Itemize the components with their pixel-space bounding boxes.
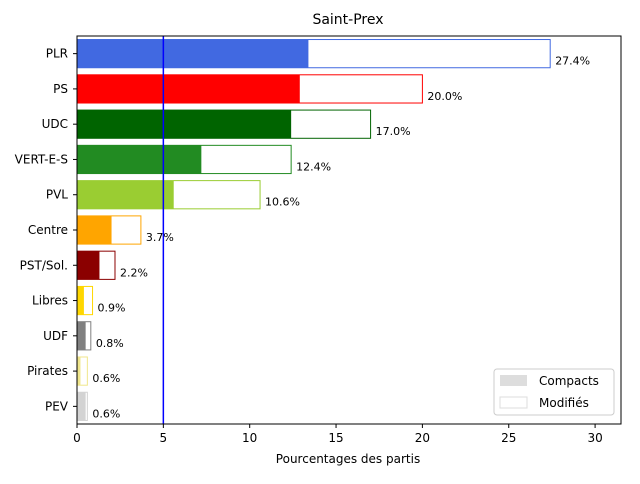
bar-compacts bbox=[77, 39, 309, 68]
bar-compacts bbox=[77, 180, 174, 209]
y-tick-label: PST/Sol. bbox=[20, 258, 68, 272]
bar-compacts bbox=[77, 215, 112, 245]
data-label: 27.4% bbox=[555, 55, 590, 68]
data-label: 0.9% bbox=[98, 302, 126, 315]
y-tick-label: Pirates bbox=[27, 364, 68, 378]
x-tick-label: 20 bbox=[415, 431, 430, 445]
bar-compacts bbox=[77, 356, 81, 386]
y-tick-label: UDC bbox=[42, 117, 68, 131]
plot-frame bbox=[76, 35, 622, 425]
data-label: 3.7% bbox=[146, 231, 174, 244]
bar-compacts bbox=[77, 145, 202, 174]
y-tick-label: UDF bbox=[43, 329, 68, 343]
bar-compacts bbox=[77, 286, 84, 315]
data-label: 17.0% bbox=[376, 125, 411, 138]
data-label: 10.6% bbox=[265, 196, 300, 209]
x-tick-label: 15 bbox=[328, 431, 343, 445]
data-label: 12.4% bbox=[296, 160, 331, 173]
data-label: 0.6% bbox=[92, 407, 120, 420]
y-tick-label: PLR bbox=[46, 47, 68, 61]
y-tick-label: PVL bbox=[46, 188, 68, 202]
bars-layer: 27.4% 20.0% 17.0% 12.4% 10.6% 3.7% 2.2% 0.9% 0.8… bbox=[76, 39, 590, 421]
bar-compacts bbox=[77, 251, 100, 280]
x-axis-label: Pourcentages des partis bbox=[276, 452, 420, 466]
legend-label-modifies: Modifiés bbox=[539, 396, 589, 410]
x-tick-label: 10 bbox=[242, 431, 257, 445]
legend-swatch-compacts bbox=[500, 375, 527, 386]
x-tick-label: 5 bbox=[160, 431, 168, 445]
data-label: 0.8% bbox=[96, 337, 124, 350]
legend: Compacts Modifiés bbox=[493, 368, 615, 416]
y-tick-label: PEV bbox=[45, 399, 69, 413]
y-tick-label: VERT-E-S bbox=[15, 152, 68, 166]
legend-swatch-modifies bbox=[499, 396, 528, 409]
chart-title: Saint-Prex bbox=[312, 12, 383, 28]
bar-compacts bbox=[77, 392, 86, 421]
y-tick-label: Libres bbox=[32, 294, 68, 308]
data-label: 2.2% bbox=[120, 266, 148, 279]
legend-label-compacts: Compacts bbox=[539, 374, 599, 388]
x-tick-label: 25 bbox=[501, 431, 516, 445]
bar-compacts bbox=[77, 74, 300, 104]
data-label: 0.6% bbox=[92, 372, 120, 385]
y-tick-label: Centre bbox=[28, 223, 68, 237]
axes-layer: PLR PS UDC VERT-E-S PVL Centre PST/Sol. Libres U… bbox=[15, 35, 622, 445]
y-tick-label: PS bbox=[53, 82, 68, 96]
x-tick-label: 30 bbox=[587, 431, 602, 445]
bar-compacts bbox=[77, 110, 292, 139]
data-label: 20.0% bbox=[427, 90, 462, 103]
x-tick-label: 0 bbox=[73, 431, 81, 445]
bar-compacts bbox=[77, 321, 86, 350]
